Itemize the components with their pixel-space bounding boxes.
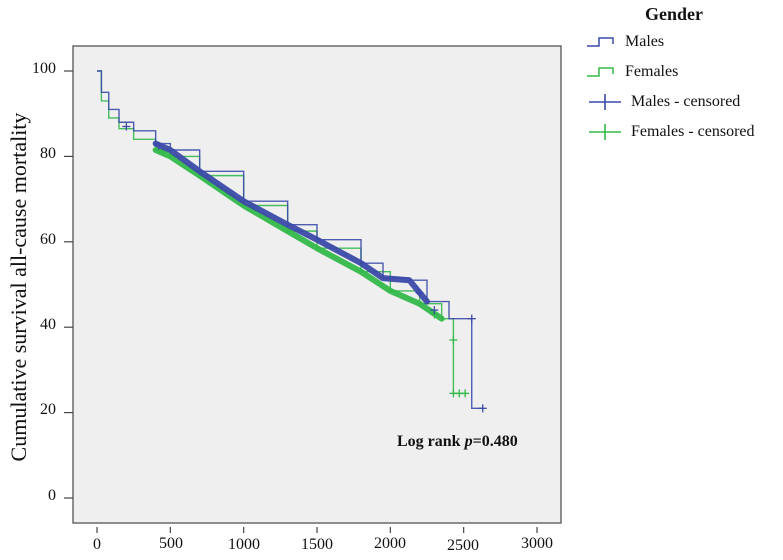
y-tick-0: 0 [48, 487, 56, 504]
x-tick-3000: 3000 [521, 535, 553, 552]
legend-item-females: Females [585, 57, 783, 87]
y-tick-20: 20 [40, 401, 56, 418]
p-symbol: p [464, 433, 473, 450]
log-rank-annotation: Log rank p=0.480 [397, 433, 518, 451]
legend-label: Females - censored [631, 123, 755, 140]
axis-ticks [64, 70, 538, 533]
legend-item-males-censored: Males - censored [585, 87, 783, 117]
legend-label: Males - censored [631, 93, 741, 110]
p-value: =0.480 [472, 433, 518, 450]
y-tick-100: 100 [32, 60, 56, 77]
legend-label: Males [625, 33, 665, 50]
censor-cross-icon [589, 124, 621, 140]
plot-area [72, 45, 562, 524]
x-tick-2000: 2000 [374, 535, 406, 552]
curve-males [97, 70, 487, 413]
legend-item-males: Males [585, 27, 783, 57]
annotation-prefix: Log rank [397, 433, 465, 450]
censor-cross-icon [589, 94, 621, 110]
y-tick-40: 40 [40, 316, 56, 333]
legend-item-females-censored: Females - censored [585, 117, 783, 147]
y-tick-60: 60 [40, 231, 56, 248]
x-tick-500: 500 [159, 535, 183, 552]
x-tick-0: 0 [93, 536, 101, 553]
legend: Gender Males Females Males - censored Fe… [585, 4, 783, 147]
curve-females [97, 70, 470, 398]
step-line-icon [587, 37, 614, 47]
legend-title: Gender [645, 4, 703, 24]
survival-curves [97, 70, 487, 413]
step-line-icon [587, 67, 614, 77]
legend-label: Females [625, 63, 679, 80]
y-tick-80: 80 [40, 145, 56, 162]
x-tick-1500: 1500 [301, 536, 333, 553]
x-tick-1000: 1000 [228, 536, 260, 553]
x-tick-2500: 2500 [447, 537, 479, 554]
